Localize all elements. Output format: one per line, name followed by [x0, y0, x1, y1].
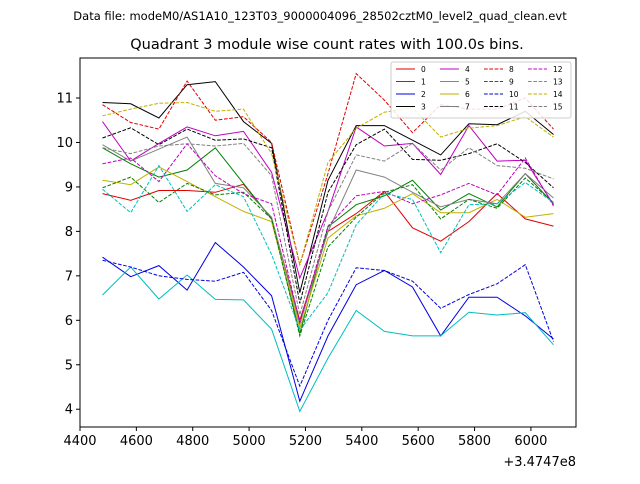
- plot-area: [80, 58, 576, 427]
- legend-label-0: 0: [421, 65, 426, 74]
- x-offset-label: +3.4747e8: [503, 455, 576, 470]
- series-line-2: [102, 241, 554, 403]
- series-line-14: [102, 101, 554, 267]
- legend-label-8: 8: [509, 65, 514, 74]
- x-tick-label: 6000: [514, 434, 547, 449]
- series-line-13: [102, 164, 554, 332]
- legend-label-10: 10: [509, 90, 519, 99]
- legend-label-9: 9: [509, 78, 514, 87]
- y-tick-label: 6: [65, 314, 73, 329]
- y-tick-label: 9: [65, 180, 73, 195]
- y-tick-label: 4: [65, 403, 73, 418]
- series-line-15: [102, 142, 554, 316]
- series-line-6: [102, 166, 554, 331]
- plot-frame: [79, 57, 577, 428]
- y-tick-label: 10: [56, 136, 73, 151]
- series-layer: [102, 72, 554, 413]
- x-tick-label: 5800: [458, 434, 491, 449]
- series-line-7: [102, 136, 554, 326]
- legend-label-2: 2: [421, 90, 426, 99]
- x-tick-label: 4800: [176, 434, 209, 449]
- y-tick-label: 5: [65, 358, 73, 373]
- legend-label-5: 5: [465, 78, 470, 87]
- series-line-9: [102, 176, 554, 338]
- axis-layer: 4400 4600 4800 5000 5200 5400 5600 5800 6000 4 5 6 7…: [56, 92, 547, 449]
- legend-label-15: 15: [553, 103, 563, 112]
- x-tick-label: 4400: [63, 434, 96, 449]
- x-tick-label: 5400: [345, 434, 378, 449]
- y-tick-label: 8: [65, 225, 73, 240]
- x-tick-label: 5200: [289, 434, 322, 449]
- legend-label-6: 6: [465, 90, 470, 99]
- x-tick-label: 5600: [402, 434, 435, 449]
- series-line-12: [102, 143, 554, 325]
- series-line-5: [102, 266, 554, 413]
- series-line-11: [102, 127, 554, 304]
- legend-label-3: 3: [421, 103, 426, 112]
- series-line-10: [102, 259, 554, 388]
- legend-label-13: 13: [553, 78, 563, 87]
- legend-label-12: 12: [553, 65, 563, 74]
- x-tick-label: 5000: [233, 434, 266, 449]
- y-tick-label: 11: [56, 92, 73, 107]
- legend-label-11: 11: [509, 103, 519, 112]
- legend-label-7: 7: [465, 103, 470, 112]
- x-tick-label: 4600: [120, 434, 153, 449]
- legend-label-1: 1: [421, 78, 426, 87]
- legend-label-4: 4: [465, 65, 470, 74]
- y-tick-label: 7: [65, 269, 73, 284]
- legend-label-14: 14: [553, 90, 563, 99]
- chart-title: Quadrant 3 module wise count rates with …: [130, 37, 524, 53]
- file-suptitle: Data file: modeM0/AS1A10_123T03_90000040…: [73, 9, 567, 23]
- series-line-3: [102, 81, 554, 293]
- legend-box: [390, 61, 572, 119]
